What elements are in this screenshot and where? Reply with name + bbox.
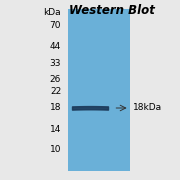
Text: 18: 18: [50, 103, 61, 112]
Text: 26: 26: [50, 75, 61, 84]
Text: Western Blot: Western Blot: [69, 4, 155, 17]
FancyBboxPatch shape: [68, 9, 130, 171]
Text: 44: 44: [50, 42, 61, 51]
Text: 33: 33: [50, 58, 61, 68]
Text: 18kDa: 18kDa: [133, 103, 162, 112]
Text: 70: 70: [50, 21, 61, 30]
Text: kDa: kDa: [44, 8, 61, 17]
Text: 14: 14: [50, 125, 61, 134]
Text: 22: 22: [50, 87, 61, 96]
Text: 10: 10: [50, 145, 61, 154]
